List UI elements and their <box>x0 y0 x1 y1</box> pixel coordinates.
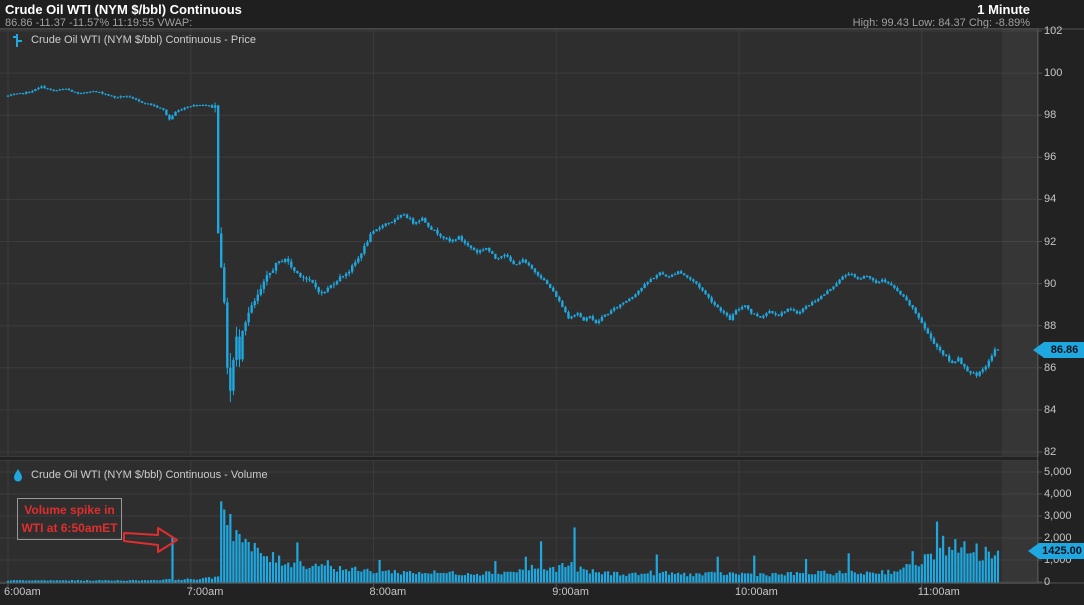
volume-series-icon <box>14 468 22 481</box>
volume-axis-label: 4,000 <box>1044 488 1072 500</box>
right-margin-shade <box>1002 29 1037 583</box>
price-axis-label: 98 <box>1044 109 1057 122</box>
axis-frame <box>0 28 1084 588</box>
volume-axis-label: 0 <box>1044 576 1051 588</box>
volume-series-legend[interactable]: Crude Oil WTI (NYM $/bbl) Continuous - V… <box>13 467 268 483</box>
symbol-title: Crude Oil WTI (NYM $/bbl) Continuous <box>5 2 242 17</box>
annotation-line2: WTI at 6:50amET <box>21 521 118 535</box>
time-axis-label: 9:00am <box>552 586 589 598</box>
volume-series-label: Crude Oil WTI (NYM $/bbl) Continuous - V… <box>31 469 268 481</box>
price-axis-label: 86 <box>1044 361 1057 374</box>
last-price-badge: 86.86 <box>1033 342 1084 358</box>
time-axis-label: 7:00am <box>186 586 224 598</box>
price-axis-label: 84 <box>1044 403 1057 416</box>
chart-header: Crude Oil WTI (NYM $/bbl) Continuous 86.… <box>0 0 1084 29</box>
price-axis-label: 90 <box>1044 277 1057 290</box>
volume-bars <box>6 501 1000 583</box>
price-series-icon <box>13 33 22 47</box>
volume-axis-label: 2,000 <box>1044 532 1072 544</box>
quote-summary: 86.86 -11.37 -11.57% 11:19:55 VWAP: <box>5 17 193 29</box>
time-axis-label: 10:00am <box>735 586 778 598</box>
price-axis-label: 92 <box>1044 235 1057 248</box>
interval-label: 1 Minute <box>977 2 1030 17</box>
price-axis-label: 100 <box>1044 67 1063 80</box>
volume-axis-label: 5,000 <box>1044 466 1072 478</box>
price-axis-label: 102 <box>1044 25 1063 37</box>
price-axis-label: 88 <box>1044 319 1057 332</box>
volume-axis-label: 3,000 <box>1044 510 1072 522</box>
annotation-line1: Volume spike in <box>24 503 115 517</box>
price-chart-area[interactable] <box>0 28 1039 457</box>
price-axis-label: 82 <box>1044 446 1057 458</box>
price-axis-label: 94 <box>1044 193 1057 206</box>
time-axis-label: 8:00am <box>369 586 407 598</box>
price-candles <box>6 85 1000 403</box>
price-series-legend[interactable]: Crude Oil WTI (NYM $/bbl) Continuous - P… <box>13 32 256 48</box>
annotation-box: Volume spike in WTI at 6:50amET <box>17 498 122 540</box>
gridlines <box>0 29 1037 583</box>
time-axis-label: 6:00am <box>4 586 41 598</box>
session-stats: High: 99.43 Low: 84.37 Chg: -8.89% <box>852 17 1030 29</box>
annotation-arrow <box>123 527 178 553</box>
time-axis-label: 11:00am <box>917 586 960 598</box>
price-series-label: Crude Oil WTI (NYM $/bbl) Continuous - P… <box>31 34 256 46</box>
last-volume-badge: 1425.00 <box>1028 543 1084 559</box>
price-axis-label: 96 <box>1044 151 1057 164</box>
